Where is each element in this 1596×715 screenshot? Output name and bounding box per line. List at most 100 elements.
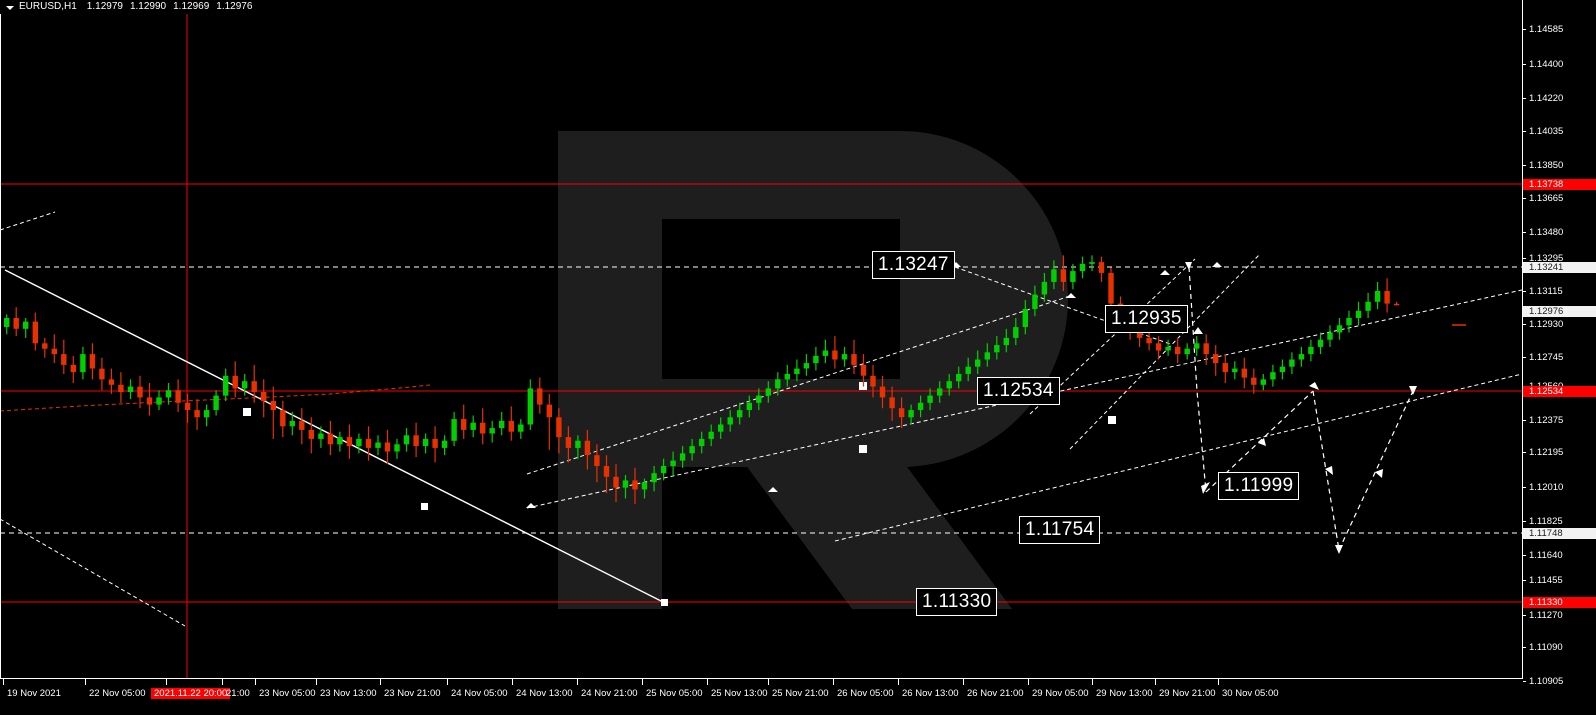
label-pivot[interactable]: 1.12534	[977, 377, 1060, 405]
price-tick: 1.13738	[1523, 179, 1596, 190]
label-resistance-mid[interactable]: 1.12935	[1105, 305, 1188, 333]
tick-mark-icon	[1523, 198, 1526, 199]
candle-body	[594, 455, 600, 466]
tick-mark-icon	[1523, 681, 1526, 682]
candle-body	[1222, 363, 1228, 373]
tick-mark-icon	[1523, 615, 1526, 616]
channel-lower-resistance	[526, 295, 1071, 475]
label-high-target[interactable]: 1.13247	[872, 251, 955, 279]
plot-left-border	[0, 14, 1, 678]
price-axis[interactable]: 1.14585 1.14400 1.14220 1.14035 1.13850 1.137…	[1523, 0, 1596, 687]
candle-body	[727, 417, 733, 425]
triangle-down-icon[interactable]	[6, 3, 15, 12]
price-tick-label: 1.13295	[1529, 253, 1564, 264]
candle-body	[280, 410, 286, 427]
candle-body	[746, 402, 752, 410]
candle-body	[451, 419, 457, 441]
time-tick-label: 25 Nov 05:00	[642, 679, 703, 699]
candle-body	[556, 417, 562, 438]
chart-plot-area[interactable]	[0, 14, 1523, 678]
candle-body	[318, 433, 324, 439]
tick-mark-icon	[1523, 452, 1526, 453]
candle-body	[822, 350, 829, 356]
watermark-logo	[558, 131, 1068, 609]
candle-body	[108, 379, 115, 385]
candle-body	[784, 374, 790, 380]
tick-mark-icon	[1523, 291, 1526, 292]
candle-body	[461, 419, 467, 430]
price-tick-label: 1.12375	[1529, 415, 1564, 426]
candle-body	[242, 381, 248, 389]
candle-body	[927, 395, 933, 403]
price-tick-label: 1.13115	[1529, 286, 1563, 297]
candle-body	[765, 388, 771, 396]
tick-mark-icon	[1523, 232, 1526, 233]
candle-body	[23, 321, 29, 329]
price-tick-label: 1.10905	[1529, 676, 1564, 687]
time-tick-label: 23 Nov 21:00	[380, 679, 441, 699]
candle-body	[1251, 377, 1257, 385]
candle-body	[89, 354, 96, 369]
time-tick-label: 24 Nov 13:00	[512, 679, 573, 699]
candle-body	[794, 368, 800, 374]
candle-body	[613, 476, 619, 488]
tick-mark-icon	[963, 679, 964, 685]
price-tick: 1.11455	[1523, 575, 1563, 586]
candle-body	[80, 354, 86, 373]
candle-body	[641, 482, 648, 490]
candle-body	[975, 359, 981, 367]
candle-body	[289, 420, 295, 427]
candle-body	[1013, 327, 1019, 338]
price-tick-label: 1.11270	[1529, 610, 1563, 621]
candle-body	[1051, 269, 1057, 282]
candle-body	[1317, 339, 1324, 347]
time-tick-label: 29 Nov 13:00	[1092, 679, 1153, 699]
candle-body	[1355, 310, 1362, 318]
candle-body	[518, 424, 524, 432]
tick-mark-icon	[1523, 29, 1526, 30]
price-tick: 1.12375	[1523, 415, 1563, 426]
tick-mark-icon	[255, 679, 256, 685]
time-tick-label: 25 Nov 21:00	[768, 679, 829, 699]
candle-body	[994, 345, 1000, 353]
candle-body	[213, 395, 219, 410]
price-tick: 1.13665	[1523, 193, 1563, 204]
channel-lower-support	[526, 289, 1523, 509]
tick-mark-icon	[898, 679, 899, 685]
price-tick-label: 1.14220	[1529, 93, 1564, 104]
price-tick: 1.14035	[1523, 126, 1563, 137]
price-tick: 1.13295	[1523, 253, 1563, 264]
time-tick-label: 25 Nov 13:00	[707, 679, 768, 699]
candle-body	[232, 375, 238, 389]
candle-body	[508, 420, 514, 432]
time-tick-label: 26 Nov 21:00	[963, 679, 1024, 699]
candle-body	[1336, 325, 1343, 333]
candle-body	[898, 408, 905, 418]
candle-body	[956, 374, 962, 382]
tick-mark-icon	[642, 679, 643, 685]
label-forecast-low[interactable]: 1.11999	[1218, 472, 1300, 500]
candle-body	[1365, 301, 1371, 311]
price-tick-label: 1.11640	[1529, 550, 1563, 561]
candle-body	[223, 375, 229, 396]
tick-mark-icon	[316, 679, 317, 685]
candle-body	[1213, 354, 1219, 364]
candle-body	[718, 424, 724, 432]
candle-body	[394, 444, 400, 452]
label-support-dashed[interactable]: 1.11754	[1019, 516, 1101, 544]
indicator-dashed-red	[0, 384, 431, 412]
price-tick: 1.12195	[1523, 447, 1563, 458]
candle-body	[603, 466, 610, 477]
candle-body	[708, 431, 714, 439]
price-tick: 1.14220	[1523, 93, 1563, 104]
label-support-low[interactable]: 1.11330	[916, 588, 998, 616]
candle-body	[13, 318, 19, 329]
candle-body	[756, 395, 762, 403]
price-tick: 1.11330	[1523, 597, 1596, 608]
time-cursor-label: 2021.11.22 20:00	[151, 688, 231, 699]
tick-mark-icon	[512, 679, 513, 685]
candle-body	[251, 381, 257, 392]
candle-body	[1194, 343, 1200, 349]
candle-body	[32, 321, 38, 344]
